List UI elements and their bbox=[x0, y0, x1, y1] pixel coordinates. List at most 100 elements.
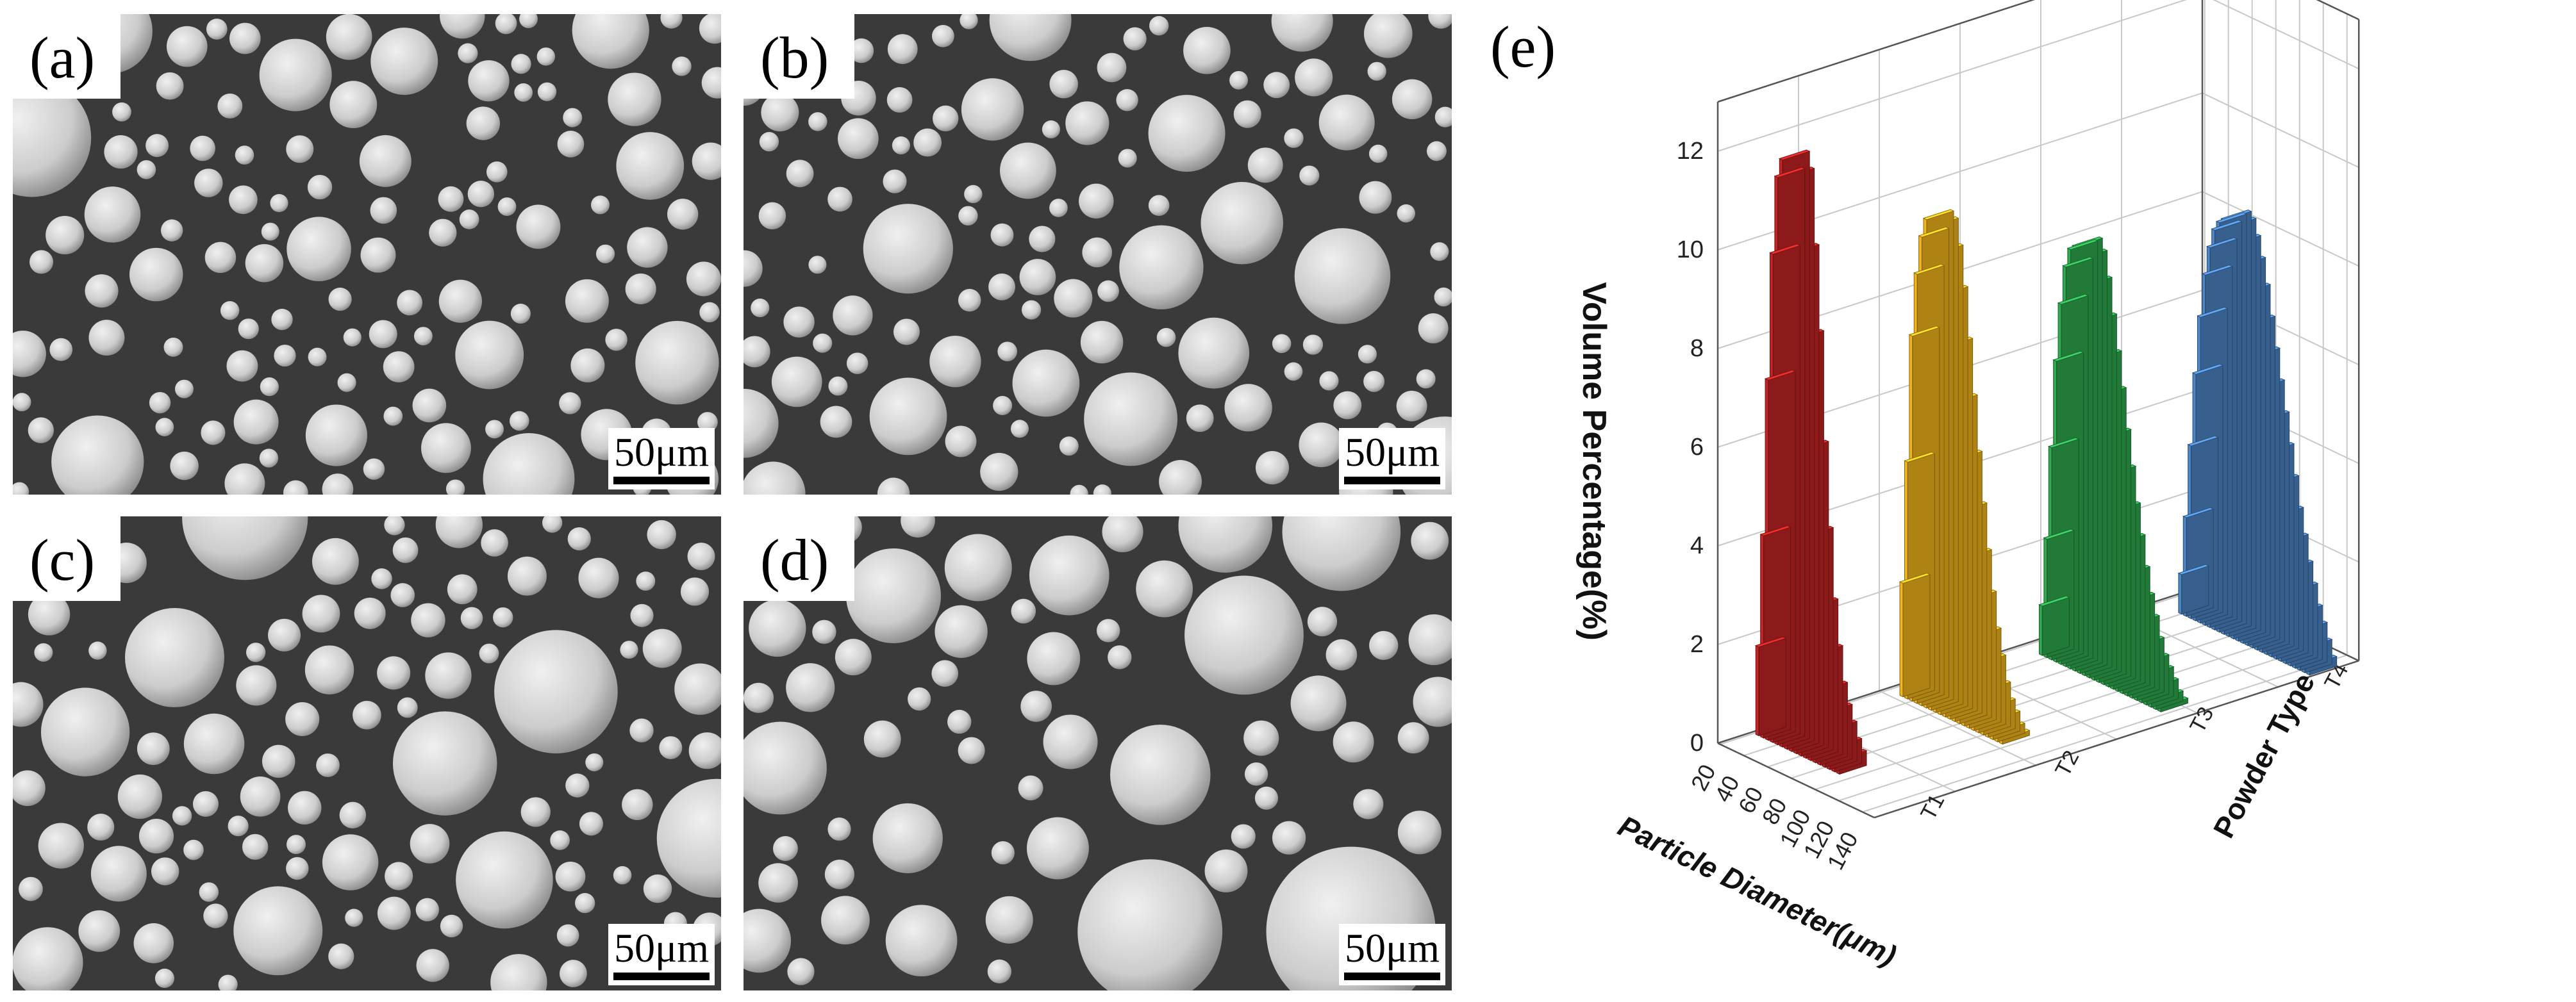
particle bbox=[1263, 72, 1290, 99]
particle bbox=[656, 778, 721, 898]
particle bbox=[989, 14, 1072, 62]
particle-spheres bbox=[13, 14, 721, 495]
particle bbox=[494, 630, 618, 753]
particle bbox=[182, 516, 308, 580]
particle bbox=[1049, 69, 1078, 99]
particle bbox=[1065, 101, 1109, 145]
particle bbox=[88, 641, 107, 660]
particle bbox=[988, 273, 1016, 300]
particle bbox=[744, 336, 770, 368]
particle bbox=[233, 886, 323, 976]
particle bbox=[625, 273, 656, 305]
particle bbox=[1118, 149, 1137, 168]
particle bbox=[308, 347, 327, 366]
particle bbox=[125, 608, 224, 707]
particle bbox=[138, 819, 174, 854]
particle bbox=[137, 160, 156, 179]
particle bbox=[1363, 14, 1413, 58]
particle bbox=[550, 830, 570, 850]
particle bbox=[1119, 225, 1204, 309]
y-tick-label: 2 bbox=[1690, 631, 1704, 658]
particle bbox=[353, 700, 381, 730]
particle bbox=[1049, 199, 1068, 217]
particle bbox=[369, 320, 397, 349]
particle bbox=[1029, 535, 1109, 616]
x-axis-title: Particle Diameter(μm) bbox=[1613, 809, 1902, 973]
particle bbox=[260, 377, 279, 397]
particle bbox=[493, 607, 513, 628]
particle bbox=[354, 597, 386, 629]
y-tick-label: 4 bbox=[1690, 532, 1704, 559]
particle bbox=[1247, 147, 1283, 183]
particle bbox=[947, 709, 972, 734]
particle bbox=[190, 135, 215, 161]
particle bbox=[328, 287, 352, 311]
particle-spheres bbox=[744, 14, 1452, 495]
particle bbox=[288, 791, 322, 825]
panel-label-e: (e) bbox=[1490, 14, 1556, 79]
particle bbox=[516, 204, 561, 249]
particle bbox=[1302, 334, 1324, 355]
particle bbox=[229, 22, 261, 54]
particle bbox=[204, 242, 237, 274]
particle bbox=[155, 418, 174, 436]
particle bbox=[268, 618, 301, 652]
particle bbox=[1333, 391, 1362, 420]
particle bbox=[370, 197, 397, 224]
particle bbox=[337, 373, 356, 392]
particle bbox=[1290, 675, 1347, 732]
particle bbox=[575, 892, 595, 914]
particle bbox=[647, 520, 676, 550]
particle bbox=[1367, 62, 1386, 81]
particle bbox=[1097, 53, 1127, 83]
particle bbox=[863, 720, 901, 758]
particle bbox=[371, 568, 392, 589]
particle bbox=[415, 898, 440, 922]
axis-edge bbox=[2316, 0, 2359, 21]
particle bbox=[229, 185, 258, 215]
particle bbox=[997, 341, 1018, 361]
particle bbox=[616, 132, 685, 200]
particle bbox=[217, 94, 243, 119]
particle bbox=[170, 451, 199, 480]
particle bbox=[699, 302, 720, 323]
particle bbox=[1272, 334, 1292, 354]
particle bbox=[1397, 810, 1442, 855]
particle bbox=[1054, 279, 1093, 318]
particle bbox=[485, 420, 504, 439]
particle bbox=[160, 219, 183, 242]
particle bbox=[1233, 100, 1261, 128]
particle bbox=[744, 250, 763, 287]
particle bbox=[510, 411, 529, 431]
particle bbox=[1231, 824, 1256, 849]
particle bbox=[495, 14, 517, 35]
particle bbox=[285, 702, 320, 737]
scale-bar-text: 50μm bbox=[1344, 925, 1440, 971]
particle bbox=[245, 244, 284, 283]
particle bbox=[1084, 372, 1178, 466]
particle bbox=[163, 337, 183, 357]
particle bbox=[1148, 95, 1226, 172]
particle bbox=[520, 797, 551, 827]
particle bbox=[758, 202, 786, 230]
particle bbox=[945, 425, 977, 457]
particle bbox=[886, 87, 913, 113]
scale-bar-c: 50μm bbox=[608, 924, 715, 985]
particle bbox=[699, 14, 721, 44]
particle bbox=[1368, 144, 1388, 163]
particle bbox=[1096, 619, 1120, 643]
sem-image-a: (a) 50μm bbox=[13, 14, 721, 495]
particle bbox=[78, 910, 120, 952]
series-T4 bbox=[2177, 209, 2338, 676]
particle-spheres bbox=[744, 516, 1452, 990]
particle bbox=[813, 333, 833, 353]
particle bbox=[964, 185, 983, 204]
particle bbox=[960, 14, 978, 29]
particle bbox=[933, 105, 959, 132]
particle bbox=[929, 335, 981, 388]
series-T1 bbox=[1754, 149, 1868, 775]
y-tick-label: 10 bbox=[1677, 236, 1704, 263]
particle bbox=[149, 391, 171, 414]
particle bbox=[999, 142, 1056, 199]
particle bbox=[1224, 384, 1272, 432]
